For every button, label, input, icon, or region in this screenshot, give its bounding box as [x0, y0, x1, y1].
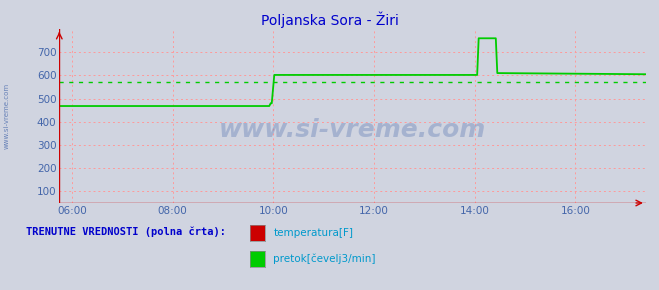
Text: www.si-vreme.com: www.si-vreme.com — [3, 83, 10, 149]
Text: TRENUTNE VREDNOSTI (polna črta):: TRENUTNE VREDNOSTI (polna črta): — [26, 226, 226, 237]
Text: Poljanska Sora - Žiri: Poljanska Sora - Žiri — [260, 12, 399, 28]
Text: temperatura[F]: temperatura[F] — [273, 228, 353, 238]
Text: www.si-vreme.com: www.si-vreme.com — [219, 118, 486, 142]
Text: pretok[čevelj3/min]: pretok[čevelj3/min] — [273, 253, 376, 264]
